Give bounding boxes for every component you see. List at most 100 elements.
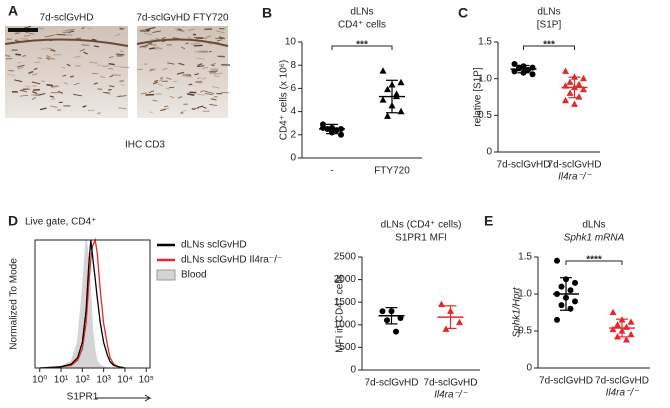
tissue-texture — [117, 95, 127, 98]
tissue-texture — [119, 27, 124, 30]
data-point — [562, 96, 569, 104]
tissue-texture — [32, 91, 38, 94]
data-point — [627, 318, 635, 325]
tissue-texture — [31, 97, 37, 100]
tissue-texture — [39, 107, 47, 111]
y-tick-label: 8 — [290, 60, 296, 71]
tissue-texture — [194, 107, 199, 110]
tissue-texture — [208, 51, 212, 53]
tissue-texture — [22, 55, 26, 57]
tissue-texture — [119, 79, 125, 83]
epidermis — [4, 38, 129, 47]
tissue-texture — [176, 29, 185, 32]
tissue-texture — [149, 47, 156, 50]
tissue-texture — [202, 77, 207, 80]
tissue-texture — [196, 65, 205, 67]
tissue-texture — [164, 105, 169, 108]
tissue-texture — [50, 105, 58, 108]
data-point — [393, 328, 399, 335]
y-tick-label: 1.0 — [518, 289, 532, 300]
panel-letter: B — [262, 5, 272, 21]
tissue-texture — [115, 33, 121, 37]
tissue-texture — [81, 26, 85, 30]
tissue-texture — [194, 73, 200, 76]
tissue-texture — [87, 109, 95, 112]
data-point — [562, 67, 569, 74]
tissue-texture — [119, 50, 124, 53]
y-tick-label: 2000 — [334, 274, 357, 285]
x-tick-label: Il4ra⁻/⁻ — [558, 172, 592, 183]
data-point — [575, 80, 583, 88]
tissue-texture — [69, 29, 75, 31]
tissue-texture — [211, 98, 217, 101]
chart-subtitle: CD4⁺ cells — [338, 20, 386, 31]
tissue-texture — [158, 79, 163, 82]
tissue-texture — [216, 39, 222, 42]
tissue-texture — [46, 57, 56, 60]
data-point — [580, 85, 587, 93]
y-tick-label: 2 — [290, 129, 296, 140]
tissue-texture — [44, 35, 52, 38]
data-point — [554, 316, 560, 323]
y-tick-label: 1.0 — [478, 73, 492, 84]
tissue-texture — [46, 83, 54, 87]
tissue-texture — [108, 56, 114, 58]
tissue-texture — [169, 95, 175, 99]
tissue-texture — [177, 95, 183, 99]
tissue-texture — [66, 63, 71, 67]
data-point — [511, 68, 518, 75]
tissue-texture — [57, 90, 64, 94]
tissue-texture — [193, 37, 203, 40]
data-point — [614, 321, 621, 328]
tissue-texture — [17, 66, 24, 70]
tissue-texture — [20, 37, 29, 41]
data-point — [566, 78, 574, 85]
tissue-texture — [49, 95, 55, 98]
tissue-texture — [165, 87, 170, 90]
y-tick-label: 10 — [285, 37, 297, 48]
tissue-texture — [81, 43, 90, 47]
x-tick-label: - — [330, 166, 333, 177]
tissue-texture — [199, 89, 205, 93]
chart-title: dLNs (CD4⁺ cells) — [381, 220, 462, 231]
data-point — [456, 318, 463, 326]
data-point — [623, 336, 630, 343]
tissue-texture — [63, 81, 68, 85]
data-point — [627, 330, 635, 338]
tissue-texture — [93, 82, 98, 85]
data-point — [379, 308, 386, 315]
tissue-texture — [73, 82, 80, 86]
y-tick-label: 0 — [350, 365, 356, 376]
data-point — [572, 279, 578, 286]
data-point — [379, 96, 387, 103]
tissue-texture — [145, 28, 151, 32]
tissue-texture — [218, 36, 225, 40]
tissue-texture — [207, 43, 213, 46]
tissue-texture — [28, 70, 34, 75]
data-point — [571, 100, 578, 107]
tissue-texture — [109, 75, 114, 78]
tissue-texture — [186, 93, 195, 97]
tissue-texture — [62, 29, 70, 32]
data-point — [609, 325, 617, 333]
tissue-texture — [25, 31, 35, 35]
data-point — [567, 287, 574, 294]
tissue-texture — [7, 73, 16, 76]
y-tick-label: 500 — [339, 342, 356, 353]
tissue-texture — [120, 84, 125, 86]
tissue-texture — [154, 47, 161, 50]
tissue-texture — [103, 65, 109, 68]
tissue-texture — [207, 70, 212, 74]
y-axis-label: Sphk1/Hprt — [512, 286, 523, 337]
tissue-texture — [193, 44, 203, 47]
x-tick-label: 7d-sclGvHD — [595, 376, 649, 387]
y-tick-label: 0.5 — [478, 110, 492, 121]
data-point — [397, 315, 404, 322]
chart-subtitle: Sphk1 mRNA — [564, 233, 625, 244]
tissue-texture — [167, 62, 175, 65]
y-tick-label: 2500 — [334, 252, 357, 263]
tissue-texture — [15, 38, 20, 42]
tissue-texture — [197, 105, 204, 109]
tissue-texture — [185, 42, 189, 45]
tissue-texture — [104, 92, 111, 95]
